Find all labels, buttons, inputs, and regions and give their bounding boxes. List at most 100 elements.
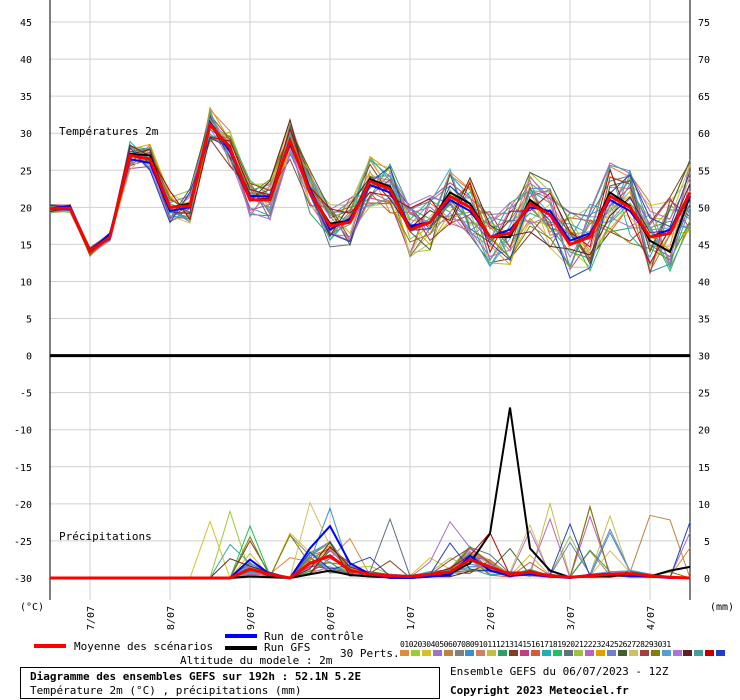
y-right-tick-label: 70	[698, 55, 710, 66]
pert-swatch	[487, 650, 497, 656]
y-left-tick-label: 35	[20, 92, 32, 103]
x-tick-label: 09/07	[246, 606, 257, 630]
y-right-tick-label: 20	[698, 426, 710, 437]
pert-swatch	[596, 650, 606, 656]
y-right-tick-label: 5	[704, 537, 710, 548]
gfs-precipitation-line	[50, 407, 691, 580]
y-right-tick-label: 35	[698, 315, 710, 326]
ensemble-chart: 454035302520151050-5-10-15-20-25-3075706…	[14, 0, 734, 630]
pert-swatch	[705, 650, 715, 656]
legend-control-swatch	[225, 634, 257, 638]
pert-swatch	[421, 650, 431, 656]
y-right-tick-label: 25	[698, 389, 710, 400]
footer-run: Ensemble GEFS du 06/07/2023 - 12Z	[450, 665, 669, 678]
pert-swatch	[639, 650, 649, 656]
pert-swatch	[661, 650, 671, 656]
y-left-tick-label: 30	[20, 129, 32, 140]
y-right-unit-label: (mm)	[710, 602, 734, 613]
footer-title-box: Diagramme des ensembles GEFS sur 192h : …	[20, 667, 440, 699]
pert-swatch	[519, 650, 529, 656]
legend-altitude-label: Altitude du modele : 2m	[180, 654, 333, 667]
pert-swatch	[400, 650, 409, 656]
x-tick-label: 12/07	[486, 606, 497, 630]
y-left-tick-label: 20	[20, 203, 32, 214]
legend-gfs-swatch	[225, 646, 257, 650]
y-right-tick-label: 75	[698, 18, 710, 29]
y-right-tick-label: 30	[698, 352, 710, 363]
y-right-tick-label: 45	[698, 240, 710, 251]
y-left-tick-label: 5	[26, 315, 32, 326]
main-series	[49, 119, 692, 580]
y-left-tick-label: -20	[14, 500, 32, 511]
pert-swatch	[585, 650, 595, 656]
pert-swatch	[650, 650, 660, 656]
pert-swatch	[530, 650, 540, 656]
member-series	[49, 106, 691, 580]
pert-swatch	[509, 650, 518, 656]
y-left-tick-label: -30	[14, 574, 32, 585]
y-left-tick-label: 0	[26, 352, 32, 363]
y-left-tick-label: -15	[14, 463, 32, 474]
y-left-tick-label: -10	[14, 426, 32, 437]
y-left-unit-label: (°C)	[20, 602, 44, 613]
member-temperature-line	[49, 106, 691, 266]
y-left-tick-label: 25	[20, 166, 32, 177]
x-tick-label: 14/07	[646, 606, 657, 630]
member-temperature-line	[49, 114, 691, 266]
legend-perts-swatches	[400, 650, 730, 656]
pert-swatch	[541, 650, 551, 656]
y-right-tick-label: 55	[698, 166, 710, 177]
y-right-tick-label: 10	[698, 500, 710, 511]
y-left-tick-label: 40	[20, 55, 32, 66]
footer-copyright: Copyright 2023 Meteociel.fr	[450, 684, 629, 697]
pert-swatch	[672, 650, 682, 656]
legend-mean-swatch	[34, 644, 66, 648]
x-tick-label: 08/07	[166, 606, 177, 630]
temperature-panel-label: Températures 2m	[59, 125, 159, 138]
pert-swatch	[465, 650, 475, 656]
x-tick-label: 10/07	[326, 606, 337, 630]
y-right-tick-label: 50	[698, 203, 710, 214]
pert-swatch	[498, 650, 508, 656]
x-tick-label: 13/07	[566, 606, 577, 630]
pert-swatch	[563, 650, 573, 656]
grid	[50, 0, 690, 600]
y-right-tick-label: 65	[698, 92, 710, 103]
pert-swatch	[694, 650, 704, 656]
pert-swatch	[716, 650, 726, 656]
y-right-tick-label: 15	[698, 463, 710, 474]
x-tick-label: 07/07	[86, 606, 97, 630]
pert-swatch	[618, 650, 627, 656]
pert-swatch	[443, 650, 453, 656]
axes: 454035302520151050-5-10-15-20-25-3075706…	[14, 0, 710, 630]
y-right-tick-label: 0	[704, 574, 710, 585]
y-left-tick-label: -5	[20, 389, 32, 400]
mean-precipitation-line	[50, 554, 691, 580]
legend-perts-numbers: 0102030405060708091011121314151617181920…	[400, 640, 671, 649]
member-temperature-line	[49, 127, 691, 265]
legend-mean-label: Moyenne des scénarios	[74, 640, 214, 653]
y-left-tick-label: 45	[20, 18, 32, 29]
pert-swatch	[454, 650, 464, 656]
pert-swatch	[574, 650, 584, 656]
pert-swatch	[410, 650, 420, 656]
footer-title: Diagramme des ensembles GEFS sur 192h : …	[30, 670, 362, 683]
y-left-tick-label: 10	[20, 277, 32, 288]
y-left-tick-label: 15	[20, 240, 32, 251]
y-right-tick-label: 60	[698, 129, 710, 140]
pert-swatch	[628, 650, 638, 656]
y-left-tick-label: -25	[14, 537, 32, 548]
pert-swatch	[552, 650, 562, 656]
legend-control-label: Run de contrôle	[264, 630, 364, 643]
precipitation-panel-label: Précipitations	[59, 530, 152, 543]
y-right-tick-label: 40	[698, 277, 710, 288]
x-tick-label: 11/07	[406, 606, 417, 630]
pert-swatch	[607, 650, 617, 656]
pert-swatch	[432, 650, 442, 656]
legend-perts-label: 30 Perts.	[340, 647, 400, 660]
legend-gfs-label: Run GFS	[264, 641, 311, 654]
mean-temperature-line	[49, 121, 692, 255]
footer-subtitle: Température 2m (°C) , précipitations (mm…	[30, 684, 302, 697]
pert-swatch	[683, 650, 693, 656]
